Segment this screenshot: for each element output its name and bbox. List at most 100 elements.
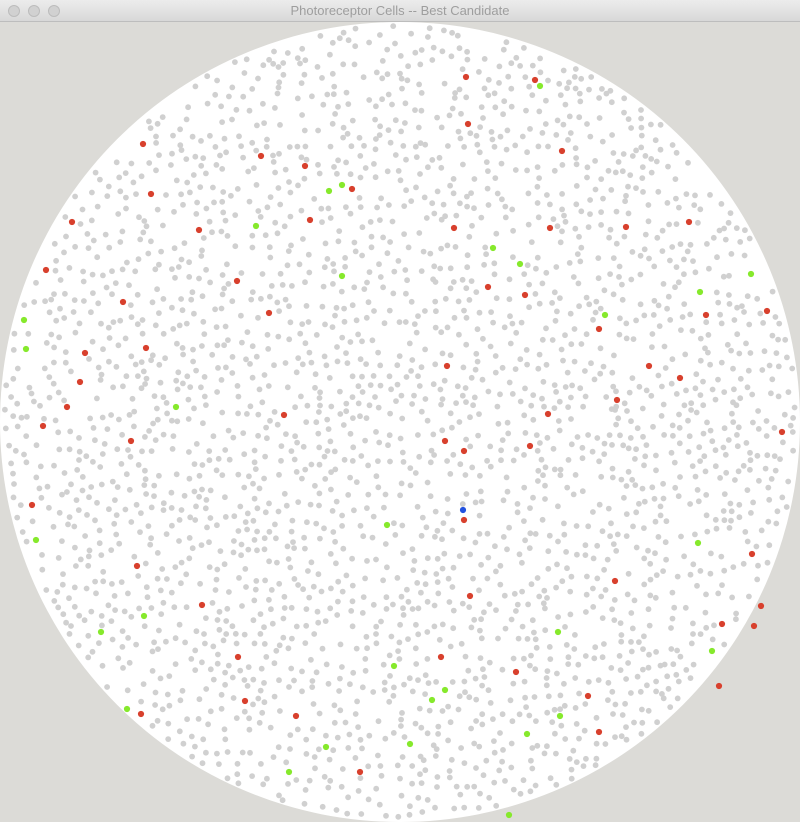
rod-cell bbox=[256, 719, 263, 726]
rod-cell bbox=[351, 284, 358, 291]
rod-cell bbox=[196, 493, 203, 500]
rod-cell bbox=[504, 546, 510, 553]
rod-cell bbox=[381, 687, 388, 693]
rod-cell bbox=[207, 708, 214, 715]
green-cone-cell bbox=[383, 521, 391, 529]
rod-cell bbox=[463, 314, 470, 321]
red-cone-cell bbox=[241, 697, 249, 705]
rod-cell bbox=[141, 218, 148, 224]
rod-cell bbox=[98, 320, 104, 327]
rod-cell bbox=[300, 236, 306, 242]
rod-cell bbox=[713, 525, 720, 532]
rod-cell bbox=[746, 235, 753, 242]
rod-cell bbox=[491, 143, 498, 150]
rod-cell bbox=[154, 206, 161, 213]
rod-cell bbox=[186, 555, 193, 562]
rod-cell bbox=[418, 364, 425, 371]
rod-cell bbox=[576, 690, 582, 697]
rod-cell bbox=[493, 230, 500, 237]
rod-cell bbox=[214, 617, 221, 623]
rod-cell bbox=[281, 605, 288, 611]
rod-cell bbox=[593, 298, 600, 305]
rod-cell bbox=[599, 615, 606, 621]
rod-cell bbox=[454, 32, 461, 39]
rod-cell bbox=[89, 338, 96, 345]
rod-cell bbox=[779, 494, 786, 501]
rod-cell bbox=[561, 520, 567, 527]
rod-cell bbox=[168, 505, 175, 511]
rod-cell bbox=[306, 269, 313, 276]
rod-cell bbox=[188, 656, 195, 662]
rod-cell bbox=[303, 622, 310, 629]
rod-cell bbox=[268, 283, 275, 289]
rod-cell bbox=[621, 494, 627, 501]
rod-cell bbox=[390, 23, 397, 29]
rod-cell bbox=[717, 475, 723, 481]
rod-cell bbox=[296, 261, 303, 268]
rod-cell bbox=[326, 756, 333, 763]
rod-cell bbox=[424, 730, 431, 737]
rod-cell bbox=[141, 482, 148, 488]
rod-cell bbox=[583, 331, 590, 338]
rod-cell bbox=[192, 743, 198, 750]
rod-cell bbox=[380, 284, 386, 291]
rod-cell bbox=[168, 162, 174, 168]
rod-cell bbox=[721, 641, 728, 648]
rod-cell bbox=[572, 632, 578, 638]
rod-cell bbox=[790, 415, 796, 421]
rod-cell bbox=[765, 518, 772, 525]
rod-cell bbox=[612, 169, 619, 176]
rod-cell bbox=[235, 471, 242, 478]
rod-cell bbox=[627, 435, 634, 441]
rod-cell bbox=[193, 503, 199, 510]
rod-cell bbox=[289, 283, 295, 289]
rod-cell bbox=[419, 809, 426, 815]
rod-cell bbox=[356, 134, 363, 141]
rod-cell bbox=[660, 281, 667, 287]
rod-cell bbox=[88, 484, 95, 490]
rod-cell bbox=[76, 435, 82, 441]
rod-cell bbox=[186, 259, 193, 266]
rod-cell bbox=[397, 492, 403, 499]
rod-cell bbox=[375, 404, 382, 411]
rod-cell bbox=[100, 272, 106, 279]
rod-cell bbox=[319, 645, 326, 652]
rod-cell bbox=[673, 221, 680, 228]
rod-cell bbox=[755, 408, 761, 414]
rod-cell bbox=[431, 210, 438, 217]
rod-cell bbox=[203, 686, 210, 692]
rod-cell bbox=[411, 558, 418, 564]
rod-cell bbox=[340, 61, 347, 68]
rod-cell bbox=[219, 272, 226, 278]
rod-cell bbox=[436, 636, 443, 643]
rod-cell bbox=[707, 192, 713, 198]
rod-cell bbox=[417, 140, 424, 146]
rod-cell bbox=[376, 261, 382, 268]
rod-cell bbox=[321, 773, 328, 780]
rod-cell bbox=[245, 168, 252, 175]
rod-cell bbox=[256, 386, 263, 393]
rod-cell bbox=[543, 361, 550, 368]
title-bar[interactable]: Photoreceptor Cells -- Best Candidate bbox=[0, 0, 800, 22]
rod-cell bbox=[721, 517, 728, 524]
minimize-window-button[interactable] bbox=[28, 5, 40, 17]
rod-cell bbox=[596, 95, 602, 101]
rod-cell bbox=[648, 156, 655, 162]
red-cone-cell bbox=[233, 277, 241, 285]
rod-cell bbox=[343, 159, 349, 166]
rod-cell bbox=[434, 784, 440, 790]
rod-cell bbox=[398, 128, 404, 135]
close-window-button[interactable] bbox=[8, 5, 20, 17]
rod-cell bbox=[626, 389, 633, 396]
rod-cell bbox=[221, 135, 228, 142]
rod-cell bbox=[703, 624, 710, 631]
rod-cell bbox=[230, 434, 237, 441]
rod-cell bbox=[310, 583, 317, 590]
rod-cell bbox=[734, 304, 740, 311]
rod-cell bbox=[75, 507, 82, 513]
rod-cell bbox=[249, 232, 256, 239]
rod-cell bbox=[214, 566, 221, 573]
rod-cell bbox=[271, 48, 277, 55]
rod-cell bbox=[623, 335, 630, 342]
zoom-window-button[interactable] bbox=[48, 5, 60, 17]
